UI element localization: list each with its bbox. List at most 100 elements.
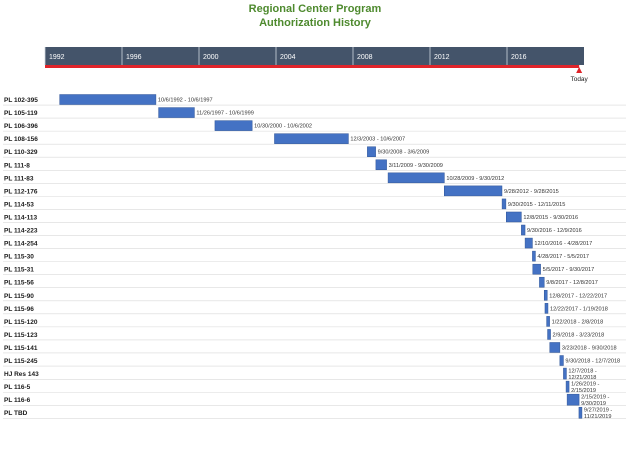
timeline-bar bbox=[521, 224, 526, 236]
timeline-row: PL 106-396 10/30/2000 - 10/6/2002 bbox=[3, 120, 626, 132]
timeline-row: PL 116-5 1/26/2019 -2/15/2019 bbox=[3, 380, 626, 394]
bar-date-label: 9/28/2012 - 9/28/2015 bbox=[504, 189, 559, 195]
timeline-bar bbox=[549, 342, 561, 353]
timeline-row: PL 114-254 12/10/2016 - 4/28/2017 bbox=[3, 237, 626, 249]
row-label: PL 115-120 bbox=[4, 319, 38, 326]
row-label: PL 114-53 bbox=[4, 201, 34, 208]
bar-date-label: 3/23/2018 - 9/30/2018 bbox=[562, 345, 617, 351]
row-label: PL 115-141 bbox=[4, 345, 38, 352]
bar-date-label: 1/22/2018 - 2/8/2018 bbox=[552, 319, 604, 325]
timeline-row: HJ Res 143 12/7/2018 -12/21/2018 bbox=[3, 367, 626, 381]
bar-date-label: 2/15/2019 bbox=[571, 388, 596, 394]
row-label: PL 112-176 bbox=[4, 188, 38, 195]
bar-date-label: 10/28/2009 - 9/30/2012 bbox=[446, 176, 504, 182]
bar-date-label: 9/30/2019 bbox=[581, 401, 606, 407]
timeline-row: PL 115-90 12/8/2017 - 12/22/2017 bbox=[3, 290, 626, 302]
bar-date-label: 12/3/2003 - 10/6/2007 bbox=[350, 137, 405, 143]
axis-tick-label: 2016 bbox=[511, 54, 527, 61]
row-label: PL 116-6 bbox=[4, 397, 31, 404]
bar-date-label: 4/28/2017 - 5/5/2017 bbox=[537, 254, 589, 260]
today-marker bbox=[576, 67, 583, 73]
timeline-row: PL 115-245 9/30/2018 - 12/7/2018 bbox=[3, 355, 626, 367]
row-label: PL 114-254 bbox=[4, 241, 38, 248]
timeline-row: PL 115-120 1/22/2018 - 2/8/2018 bbox=[3, 316, 626, 328]
timeline-row: PL 108-156 12/3/2003 - 10/6/2007 bbox=[3, 133, 626, 145]
row-label: PL 105-119 bbox=[4, 110, 38, 117]
bar-date-label: 12/8/2015 - 9/30/2016 bbox=[523, 215, 578, 221]
timeline-row: PL 114-223 9/30/2016 - 12/9/2016 bbox=[3, 224, 626, 236]
row-label: PL 110-329 bbox=[4, 149, 38, 156]
row-label: PL 111-83 bbox=[4, 175, 34, 182]
timeline-bar bbox=[539, 276, 545, 288]
bar-date-label: 2/15/2019 - bbox=[581, 395, 609, 401]
row-label: PL 111-8 bbox=[4, 162, 30, 169]
bar-date-label: 9/8/2017 - 12/8/2017 bbox=[546, 280, 598, 286]
timeline-bar bbox=[565, 380, 570, 393]
bar-date-label: 9/30/2016 - 12/9/2016 bbox=[527, 228, 582, 234]
timeline-bar bbox=[543, 290, 548, 301]
axis-tick-label: 1996 bbox=[126, 54, 142, 61]
timeline-bar bbox=[506, 211, 522, 223]
timeline-bar bbox=[59, 94, 157, 105]
row-label: HJ Res 143 bbox=[4, 371, 39, 378]
bar-date-label: 9/27/2019 - bbox=[584, 408, 612, 414]
bar-date-label: 10/30/2000 - 10/6/2002 bbox=[254, 124, 312, 130]
timeline-row: PL 116-6 2/15/2019 -9/30/2019 bbox=[3, 393, 626, 407]
bar-date-label: 5/5/2017 - 9/30/2017 bbox=[543, 267, 595, 273]
timeline-bar bbox=[563, 367, 567, 380]
row-label: PL 116-5 bbox=[4, 384, 31, 391]
bar-date-label: 10/6/1992 - 10/6/1997 bbox=[158, 98, 213, 104]
axis-tick-label: 2000 bbox=[203, 54, 219, 61]
row-label: PL 115-31 bbox=[4, 267, 34, 274]
row-label: PL 115-245 bbox=[4, 358, 38, 365]
timeline-row: PL 115-141 3/23/2018 - 9/30/2018 bbox=[3, 342, 626, 354]
timeline-bar bbox=[524, 237, 533, 249]
bar-date-label: 9/30/2015 - 12/11/2015 bbox=[508, 202, 565, 208]
timeline-bar bbox=[444, 185, 503, 197]
timeline-bar bbox=[375, 159, 387, 171]
timeline-row: PL 105-119 11/26/1997 - 10/6/1999 bbox=[3, 107, 626, 119]
timeline-bar bbox=[158, 107, 195, 118]
timeline-bar bbox=[214, 120, 253, 131]
timeline-bar bbox=[532, 263, 541, 275]
row-label: PL 106-396 bbox=[4, 123, 38, 130]
bar-date-label: 3/11/2009 - 9/30/2009 bbox=[389, 163, 443, 169]
timeline-row: PL TBD 9/27/2019 -11/21/2019 bbox=[3, 406, 626, 420]
row-label: PL 115-56 bbox=[4, 280, 34, 287]
timeline-row: PL 111-83 10/28/2009 - 9/30/2012 bbox=[3, 172, 626, 184]
bar-date-label: 11/26/1997 - 10/6/1999 bbox=[196, 111, 253, 117]
axis-tick-label: 2008 bbox=[357, 54, 373, 61]
timeline-bar bbox=[387, 172, 445, 184]
axis-tick-label: 2004 bbox=[280, 54, 296, 61]
row-label: PL 114-113 bbox=[4, 214, 38, 221]
timeline-row: PL 110-329 9/30/2008 - 3/6/2009 bbox=[3, 146, 626, 158]
timeline-row: PL 115-96 12/22/2017 - 1/19/2018 bbox=[3, 303, 626, 315]
row-label: PL 115-123 bbox=[4, 332, 38, 339]
bar-date-label: 12/10/2016 - 4/28/2017 bbox=[534, 241, 592, 247]
row-label: PL 102-395 bbox=[4, 97, 38, 104]
timeline-row: PL 111-8 3/11/2009 - 9/30/2009 bbox=[3, 159, 626, 171]
timeline-row: PL 115-56 9/8/2017 - 12/8/2017 bbox=[3, 276, 626, 289]
timeline-row: PL 115-30 4/28/2017 - 5/5/2017 bbox=[3, 250, 626, 262]
row-label: PL 115-30 bbox=[4, 254, 34, 261]
timeline-row: PL 115-123 2/9/2018 - 3/23/2018 bbox=[3, 329, 626, 341]
chart-title-line2: Authorization History bbox=[259, 17, 371, 29]
bar-date-label: 11/21/2019 bbox=[584, 414, 612, 420]
bar-date-label: 9/30/2008 - 3/6/2009 bbox=[378, 150, 430, 156]
row-label: PL TBD bbox=[4, 410, 28, 417]
bar-date-label: 12/21/2018 bbox=[568, 375, 596, 381]
timeline-bar bbox=[547, 329, 551, 340]
timeline-bar bbox=[546, 316, 550, 327]
bar-date-label: 12/8/2017 - 12/22/2017 bbox=[549, 293, 607, 299]
timeline-row: PL 115-31 5/5/2017 - 9/30/2017 bbox=[3, 263, 626, 275]
row-label: PL 114-223 bbox=[4, 228, 38, 235]
timeline-row: PL 114-53 9/30/2015 - 12/11/2015 bbox=[3, 198, 626, 210]
timeline-bar bbox=[501, 198, 507, 210]
bar-date-label: 9/30/2018 - 12/7/2018 bbox=[565, 359, 620, 365]
timeline-bar bbox=[367, 146, 376, 157]
timeline-bar bbox=[566, 393, 580, 406]
row-label: PL 115-90 bbox=[4, 293, 34, 300]
timeline-bar bbox=[559, 355, 564, 366]
timeline-bar bbox=[532, 250, 536, 262]
